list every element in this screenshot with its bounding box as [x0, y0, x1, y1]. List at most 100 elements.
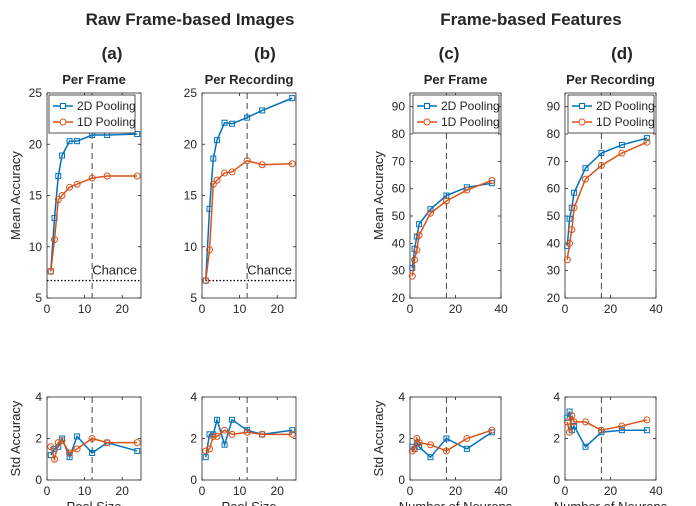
- series-line-2d: [566, 137, 648, 247]
- x-tick-label: 0: [407, 484, 414, 498]
- y-tick-label: 70: [547, 154, 561, 168]
- y-tick-label: 4: [35, 390, 42, 404]
- y-tick-label: 2: [553, 432, 560, 446]
- data-point-2d: [221, 119, 228, 126]
- legend: 2D Pooling 1D Pooling: [567, 94, 655, 134]
- data-point-2d: [598, 150, 605, 157]
- series-line-1d: [50, 175, 138, 272]
- data-point-1d: [463, 435, 471, 442]
- y-tick-label: 20: [29, 137, 43, 151]
- y-tick-label: 20: [184, 137, 198, 151]
- data-point-2d: [66, 138, 73, 145]
- axes-frame: [564, 396, 657, 481]
- data-point-1d: [258, 161, 266, 169]
- data-point-2d: [214, 416, 221, 423]
- data-point-2d: [206, 431, 213, 438]
- panel-label-b: (b): [254, 44, 276, 63]
- legend-label: 1D Pooling: [596, 115, 655, 129]
- y-tick-label: 0: [398, 473, 405, 487]
- legend-marker-square: [424, 103, 430, 109]
- series-line-1d: [205, 159, 293, 281]
- data-point-1d: [426, 441, 434, 449]
- data-point-1d: [51, 236, 59, 244]
- axes-frame: [409, 396, 502, 481]
- data-point-1d: [103, 172, 111, 180]
- y-tick-label: 5: [190, 291, 197, 305]
- data-point-1d: [202, 277, 210, 285]
- y-tick-label: 0: [190, 473, 197, 487]
- y-tick-label: 80: [547, 127, 561, 141]
- data-point-2d: [259, 107, 266, 114]
- data-point-2d: [221, 441, 228, 448]
- data-point-2d: [409, 264, 416, 271]
- data-point-2d: [443, 435, 450, 442]
- x-tick-label: 0: [562, 484, 569, 498]
- data-point-2d: [89, 450, 96, 457]
- x-tick-label: 40: [494, 302, 508, 316]
- data-point-2d: [59, 152, 66, 159]
- data-point-1d: [463, 186, 471, 194]
- data-point-1d: [258, 430, 266, 438]
- data-point-1d: [408, 272, 416, 280]
- data-point-2d: [214, 137, 221, 144]
- chart-5: 0 10 20 0 2 4 Pool Size Std Accuracy: [8, 390, 142, 506]
- data-point-2d: [244, 114, 251, 121]
- y-tick-label: 2: [35, 432, 42, 446]
- x-tick-label: 10: [78, 302, 92, 316]
- y-tick-label: 60: [547, 182, 561, 196]
- x-tick-label: 20: [271, 302, 285, 316]
- data-point-2d: [210, 155, 217, 162]
- y-tick-label: 15: [184, 189, 198, 203]
- y-axis-label: Std Accuracy: [8, 400, 23, 476]
- data-point-1d: [54, 439, 62, 447]
- data-point-1d: [570, 418, 578, 426]
- data-point-1d: [221, 426, 229, 434]
- data-point-2d: [463, 445, 470, 452]
- x-tick-label: 20: [116, 484, 130, 498]
- data-point-1d: [581, 175, 589, 183]
- data-point-1d: [58, 192, 66, 199]
- data-point-1d: [88, 174, 96, 182]
- panel-label-a: (a): [102, 44, 123, 63]
- data-point-1d: [213, 176, 221, 184]
- data-point-2d: [202, 454, 209, 461]
- x-axis-label: Number of Neurons: [399, 499, 513, 506]
- x-tick-label: 0: [562, 302, 569, 316]
- data-point-2d: [229, 416, 236, 423]
- y-tick-label: 20: [547, 291, 561, 305]
- panel-label-c: (c): [439, 44, 460, 63]
- series-line-2d: [50, 133, 138, 272]
- legend: 2D Pooling 1D Pooling: [412, 94, 500, 134]
- data-point-1d: [568, 412, 576, 420]
- legend: 2D Pooling 1D Pooling: [48, 94, 136, 134]
- y-tick-label: 4: [398, 390, 405, 404]
- data-point-1d: [243, 157, 251, 165]
- data-point-1d: [568, 226, 576, 234]
- series-line-2d: [205, 97, 293, 281]
- series-line-1d: [205, 429, 293, 452]
- data-point-2d: [229, 120, 236, 127]
- data-point-1d: [58, 437, 66, 445]
- data-point-2d: [582, 443, 589, 450]
- data-point-1d: [73, 180, 81, 188]
- data-point-2d: [618, 427, 625, 434]
- data-point-1d: [73, 445, 81, 453]
- y-tick-label: 30: [547, 264, 561, 278]
- data-point-1d: [415, 231, 423, 239]
- data-point-1d: [133, 172, 141, 180]
- data-point-1d: [202, 447, 210, 455]
- y-axis-label: Mean Accuracy: [8, 151, 23, 240]
- data-point-1d: [66, 449, 74, 457]
- group-title-raw: Raw Frame-based Images: [86, 10, 295, 29]
- x-tick-label: 20: [449, 302, 463, 316]
- chart-2: 0 10 20 5 10 15 20 25 Chance Per Recording: [184, 72, 297, 316]
- data-point-1d: [415, 439, 423, 447]
- y-tick-label: 30: [392, 264, 406, 278]
- y-tick-label: 2: [398, 432, 405, 446]
- x-axis-label: Pool Size: [222, 499, 277, 506]
- legend-label: 1D Pooling: [77, 115, 136, 129]
- legend-marker-circle: [423, 118, 431, 126]
- data-point-1d: [206, 246, 214, 254]
